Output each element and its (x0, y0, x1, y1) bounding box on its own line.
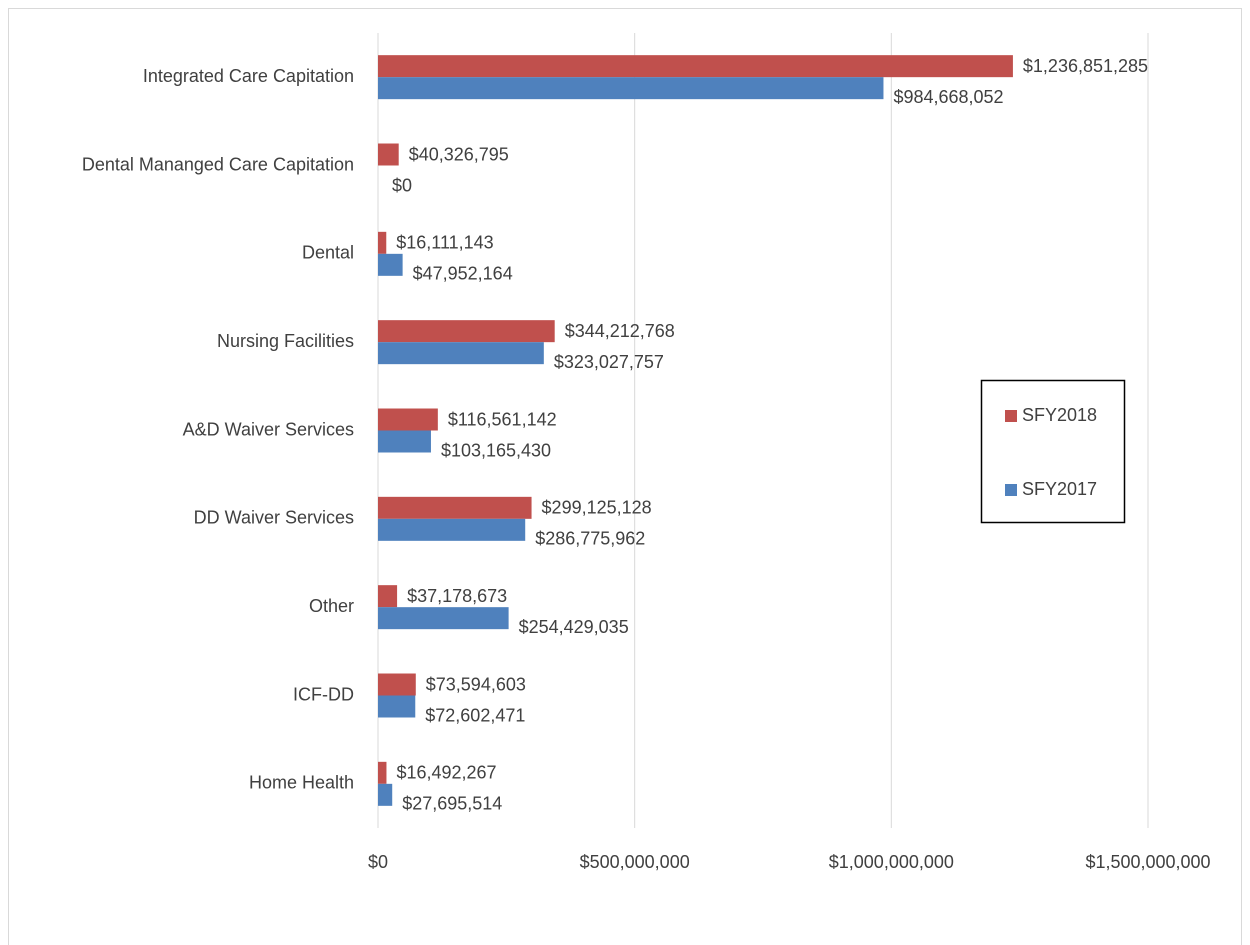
value-label: $47,952,164 (413, 264, 513, 284)
value-label: $16,111,143 (396, 233, 493, 253)
value-label: $73,594,603 (426, 674, 526, 694)
y-tick-label: DD Waiver Services (194, 508, 354, 528)
bar (378, 518, 526, 541)
bar (378, 408, 438, 431)
bar (378, 320, 555, 343)
y-tick-label: ICF-DD (293, 684, 354, 704)
x-tick-label: $1,000,000,000 (829, 852, 954, 872)
value-label: $1,236,851,285 (1023, 56, 1148, 76)
bar (378, 231, 387, 254)
bar (378, 761, 387, 784)
value-label: $984,668,052 (893, 87, 1003, 107)
value-label: $286,775,962 (535, 529, 645, 549)
legend-swatch (1005, 410, 1017, 422)
legend-label: SFY2017 (1022, 479, 1097, 499)
value-label: $254,429,035 (519, 617, 629, 637)
legend-swatch (1005, 484, 1017, 496)
y-tick-label: Nursing Facilities (217, 331, 354, 351)
value-label: $37,178,673 (407, 586, 507, 606)
value-label: $72,602,471 (425, 705, 525, 725)
legend-box (980, 379, 1126, 524)
bar (378, 253, 403, 276)
bar (378, 55, 1013, 78)
y-tick-label: Dental (302, 243, 354, 263)
value-label: $116,561,142 (448, 409, 557, 429)
y-tick-label: Dental Mananged Care Capitation (82, 154, 354, 174)
value-label: $40,326,795 (409, 144, 509, 164)
value-label: $299,125,128 (542, 498, 652, 518)
bar (378, 143, 399, 166)
x-tick-label: $500,000,000 (580, 852, 690, 872)
bar (378, 695, 416, 718)
value-label: $27,695,514 (402, 794, 502, 814)
legend-label: SFY2018 (1022, 405, 1097, 425)
y-tick-label: Home Health (249, 773, 354, 793)
bar (378, 77, 884, 100)
y-tick-label: Integrated Care Capitation (143, 66, 354, 86)
bar (378, 430, 431, 453)
y-tick-label: A&D Waiver Services (183, 419, 354, 439)
x-tick-label: $1,500,000,000 (1085, 852, 1210, 872)
x-tick-label: $0 (368, 852, 388, 872)
bar (378, 607, 509, 630)
bar (378, 585, 398, 608)
bar (378, 496, 532, 519)
bar (378, 673, 416, 696)
bar (378, 342, 544, 365)
value-label: $0 (392, 175, 412, 195)
value-label: $103,165,430 (441, 440, 551, 460)
value-label: $16,492,267 (396, 763, 496, 783)
y-tick-label: Other (309, 596, 354, 616)
value-label: $344,212,768 (565, 321, 675, 341)
bar (378, 783, 393, 806)
value-label: $323,027,757 (554, 352, 664, 372)
chart-border (8, 8, 1242, 945)
